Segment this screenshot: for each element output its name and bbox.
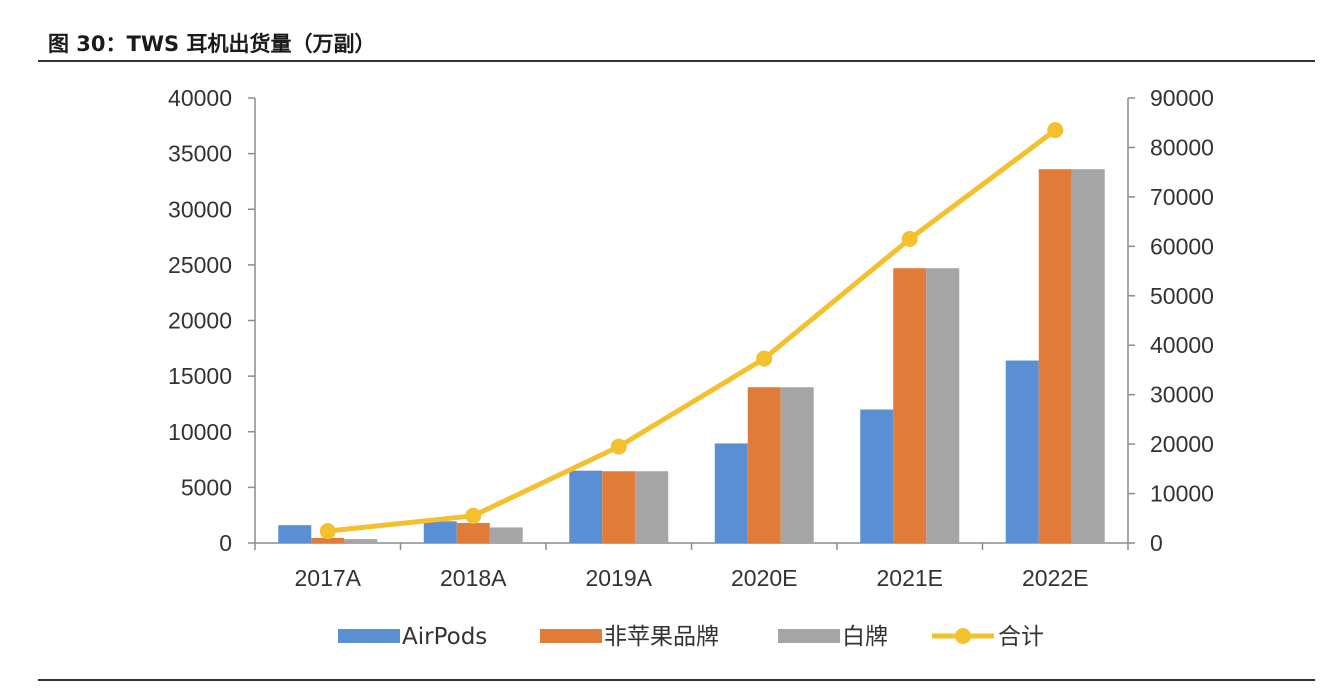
legend-label: 白牌 bbox=[842, 624, 888, 650]
legend-label: AirPods bbox=[402, 624, 487, 650]
x-tick-label: 2021E bbox=[876, 565, 943, 591]
bar bbox=[278, 525, 312, 543]
x-tick-label: 2020E bbox=[731, 565, 798, 591]
y-right-tick-label: 50000 bbox=[1150, 283, 1214, 309]
bar bbox=[780, 387, 814, 543]
legend-label: 合计 bbox=[998, 624, 1044, 650]
legend-swatch bbox=[338, 629, 400, 643]
y-right-tick-label: 0 bbox=[1150, 530, 1163, 556]
bar bbox=[344, 539, 378, 543]
total-point bbox=[610, 438, 627, 455]
bar bbox=[1005, 360, 1039, 543]
x-tick-label: 2022E bbox=[1022, 565, 1089, 591]
total-point bbox=[901, 230, 918, 247]
total-line bbox=[319, 122, 1064, 540]
y-left-tick-label: 20000 bbox=[168, 308, 232, 334]
y-left-tick-label: 35000 bbox=[168, 141, 232, 167]
y-right-tick-label: 20000 bbox=[1150, 431, 1214, 457]
y-left-tick-label: 10000 bbox=[168, 419, 232, 445]
bar bbox=[423, 521, 457, 543]
y-left-tick-label: 15000 bbox=[168, 363, 232, 389]
legend-swatch bbox=[778, 629, 840, 643]
total-point bbox=[465, 507, 482, 524]
bar bbox=[456, 522, 490, 543]
y-right-tick-label: 80000 bbox=[1150, 134, 1214, 160]
y-left-tick-label: 40000 bbox=[168, 85, 232, 111]
bar bbox=[747, 387, 781, 543]
y-right-tick-label: 90000 bbox=[1150, 85, 1214, 111]
bottom-rule bbox=[38, 679, 1315, 681]
axes: 0 5000 10000 15000 20000 25000 30000 35000 40000… bbox=[168, 85, 1214, 591]
total-point bbox=[756, 350, 773, 367]
bar bbox=[602, 471, 636, 543]
bar bbox=[489, 527, 523, 543]
bar bbox=[311, 537, 345, 543]
total-point bbox=[319, 523, 336, 540]
y-left-tick-label: 25000 bbox=[168, 252, 232, 278]
bar bbox=[926, 268, 960, 543]
bar bbox=[893, 268, 927, 543]
y-left-tick-label: 30000 bbox=[168, 196, 232, 222]
y-left-tick-label: 0 bbox=[219, 530, 232, 556]
legend-swatch bbox=[540, 629, 602, 643]
y-left-tick-label: 5000 bbox=[181, 474, 232, 500]
y-right-tick-label: 30000 bbox=[1150, 382, 1214, 408]
figure-title: 图 30：TWS 耳机出货量（万副） bbox=[48, 32, 376, 56]
total-series-line bbox=[327, 128, 1057, 534]
x-tick-label: 2019A bbox=[585, 565, 652, 591]
total-point bbox=[1047, 122, 1064, 139]
bar bbox=[635, 471, 669, 543]
bar bbox=[569, 470, 603, 543]
bar bbox=[1038, 169, 1072, 543]
x-tick-label: 2018A bbox=[440, 565, 507, 591]
y-right-tick-label: 60000 bbox=[1150, 233, 1214, 259]
legend-label: 非苹果品牌 bbox=[604, 624, 719, 650]
y-right-tick-label: 10000 bbox=[1150, 481, 1214, 507]
y-right-tick-label: 70000 bbox=[1150, 184, 1214, 210]
legend: AirPods 非苹果品牌 白牌 合计 bbox=[338, 624, 1044, 650]
bar bbox=[860, 409, 894, 543]
top-rule bbox=[38, 60, 1315, 62]
y-right-tick-label: 40000 bbox=[1150, 332, 1214, 358]
bar bbox=[714, 443, 748, 543]
legend-marker bbox=[955, 628, 971, 644]
bars bbox=[278, 169, 1105, 543]
x-tick-label: 2017A bbox=[294, 565, 361, 591]
bar bbox=[1071, 169, 1105, 543]
